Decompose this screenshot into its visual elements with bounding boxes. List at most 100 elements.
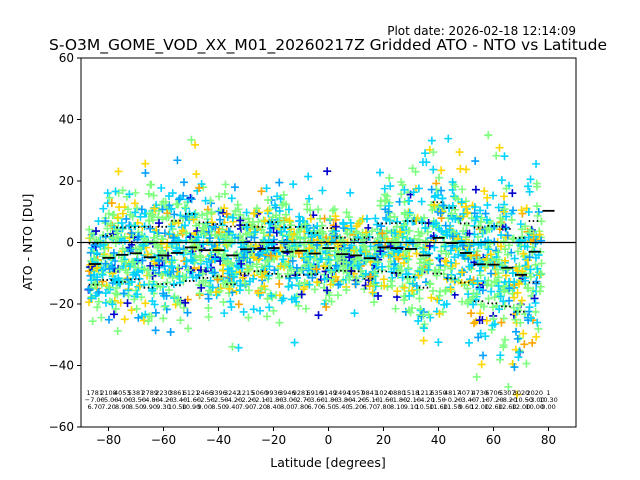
scatter-point <box>459 227 468 236</box>
scatter-point <box>530 294 539 303</box>
bin-count-label: 5387 <box>128 389 145 397</box>
scatter-point <box>146 261 155 270</box>
scatter-point <box>396 227 405 236</box>
scatter-point <box>287 265 296 274</box>
scatter-point <box>111 256 120 265</box>
scatter-point <box>127 306 136 315</box>
scatter-point <box>425 241 434 250</box>
scatter-point <box>113 290 122 299</box>
scatter-point <box>114 233 123 242</box>
scatter-point <box>234 343 243 352</box>
scatter-point <box>249 253 258 262</box>
scatter-point <box>118 244 127 253</box>
scatter-point <box>515 348 524 357</box>
scatter-point <box>499 343 508 352</box>
scatter-point <box>421 149 430 158</box>
scatter-point <box>127 277 136 286</box>
scatter-point <box>112 225 121 234</box>
scatter-point <box>516 220 525 229</box>
scatter-point <box>471 157 480 166</box>
scatter-point <box>434 338 443 347</box>
scatter-point <box>131 188 140 197</box>
scatter-point <box>301 304 310 313</box>
scatter-point <box>380 281 389 290</box>
scatter-point <box>227 267 236 276</box>
bin-std-label: 6.50 <box>321 403 335 411</box>
scatter-point <box>472 251 481 260</box>
scatter-point <box>93 303 102 312</box>
scatter-point <box>310 285 319 294</box>
scatter-point <box>297 265 306 274</box>
scatter-point <box>187 195 196 204</box>
scatter-point <box>361 228 370 237</box>
scatter-point <box>331 222 340 231</box>
scatter-point <box>155 219 164 228</box>
scatter-point <box>345 265 354 274</box>
scatter-point <box>353 261 362 270</box>
scatter-point <box>456 269 465 278</box>
scatter-point <box>536 282 545 291</box>
scatter-point <box>165 286 174 295</box>
scatter-point <box>172 200 181 209</box>
scatter-point <box>219 208 228 217</box>
scatter-point <box>281 210 290 219</box>
scatter-point <box>457 237 466 246</box>
scatter-point <box>436 209 445 218</box>
scatter-point <box>459 209 468 218</box>
scatter-point <box>373 258 382 267</box>
scatter-point <box>497 242 506 251</box>
scatter-point <box>437 186 446 195</box>
scatter-point <box>306 214 315 223</box>
scatter-point <box>104 243 113 252</box>
scatter-point <box>161 197 170 206</box>
scatter-point <box>114 167 123 176</box>
scatter-point <box>383 226 392 235</box>
scatter-point <box>326 214 335 223</box>
scatter-point <box>531 260 540 269</box>
scatter-point <box>346 188 355 197</box>
scatter-point <box>449 228 458 237</box>
scatter-point <box>134 282 143 291</box>
x-tick-label: −80 <box>96 433 121 447</box>
scatter-point <box>107 199 116 208</box>
scatter-point <box>427 136 436 145</box>
bin-std-label: 12.60 <box>498 403 517 411</box>
scatter-point <box>391 304 400 313</box>
scatter-point <box>421 278 430 287</box>
bin-std-label: 8.10 <box>390 403 404 411</box>
scatter-point <box>360 242 369 251</box>
scatter-point <box>526 265 535 274</box>
scatter-point <box>201 196 210 205</box>
scatter-point <box>286 252 295 261</box>
scatter-point <box>476 271 485 280</box>
bin-mean-label: −1.60 <box>181 396 201 404</box>
bin-mean-label: −2.50 <box>209 396 229 404</box>
scatter-point <box>533 211 542 220</box>
scatter-point <box>312 265 321 274</box>
bin-std-label: 7.80 <box>376 403 390 411</box>
scatter-point <box>220 204 229 213</box>
scatter-point <box>474 222 483 231</box>
scatter-point <box>351 280 360 289</box>
scatter-point <box>235 286 244 295</box>
scatter-point <box>382 215 391 224</box>
scatter-point <box>430 266 439 275</box>
scatter-point <box>362 214 371 223</box>
y-tick-label: 60 <box>59 51 74 65</box>
bin-std-label: 12.00 <box>512 403 531 411</box>
scatter-point <box>439 201 448 210</box>
scatter-point <box>326 280 335 289</box>
scatter-point <box>292 297 301 306</box>
bin-count-label: 4730 <box>471 389 488 397</box>
scatter-point <box>305 244 314 253</box>
scatter-point <box>263 206 272 215</box>
scatter-point <box>173 156 182 165</box>
scatter-point <box>448 232 457 241</box>
scatter-point <box>227 303 236 312</box>
scatter-point <box>470 230 479 239</box>
scatter-point <box>501 245 510 254</box>
scatter-point <box>470 209 479 218</box>
scatter-point <box>205 234 214 243</box>
scatter-point <box>130 199 139 208</box>
